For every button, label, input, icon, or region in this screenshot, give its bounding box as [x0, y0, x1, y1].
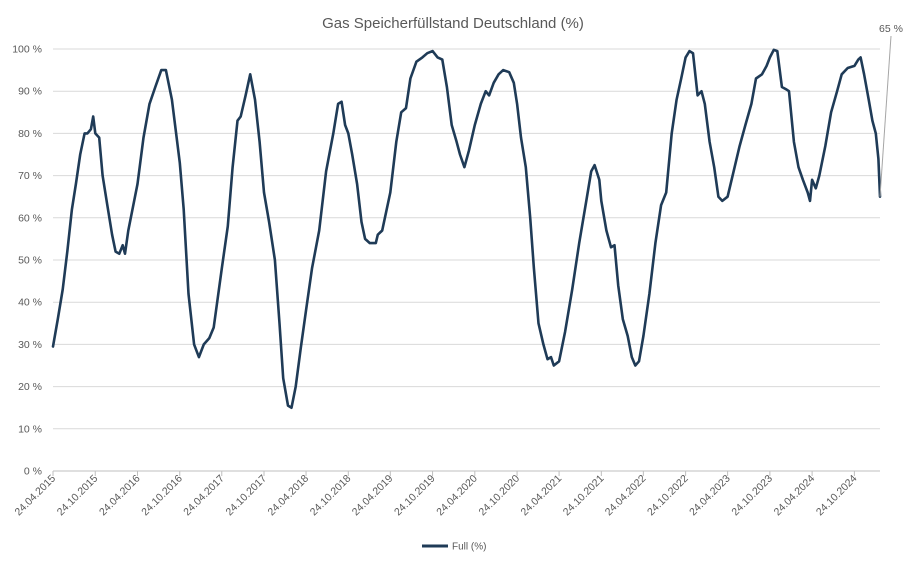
- y-tick-label: 30 %: [18, 339, 42, 351]
- x-tick-label: 24.10.2024: [814, 473, 860, 519]
- x-tick-label: 24.10.2018: [308, 473, 354, 519]
- x-tick-label: 24.10.2016: [139, 473, 185, 519]
- x-tick-label: 24.04.2022: [603, 473, 649, 519]
- legend[interactable]: Full (%): [422, 542, 486, 553]
- x-tick-label: 24.04.2019: [350, 473, 396, 519]
- y-tick-label: 80 %: [18, 128, 42, 140]
- x-tick-label: 24.04.2020: [434, 473, 480, 519]
- x-tick-label: 24.04.2015: [12, 473, 58, 519]
- x-tick-label: 24.04.2024: [772, 473, 818, 519]
- chart-title: Gas Speicherfüllstand Deutschland (%): [322, 15, 584, 32]
- x-tick-label: 24.04.2016: [97, 473, 143, 519]
- series-layer: [51, 48, 882, 409]
- x-tick-label: 24.04.2023: [687, 473, 733, 519]
- x-tick-label: 24.10.2023: [729, 473, 775, 519]
- series-line-full: [51, 48, 882, 409]
- y-tick-label: 10 %: [18, 423, 42, 435]
- annotation-label: 65 %: [879, 23, 903, 35]
- y-tick-label: 0 %: [24, 466, 42, 478]
- y-axis-tick-labels: 0 % 10 % 20 % 30 % 40 % 50 % 60 % 70 % 80 % 90 % 1…: [12, 44, 42, 478]
- annotation-leader-line: [879, 35, 892, 197]
- annotation-layer: 65 %: [879, 23, 903, 197]
- y-tick-label: 20 %: [18, 381, 42, 393]
- legend-label-full: Full (%): [452, 542, 486, 553]
- y-tick-label: 50 %: [18, 255, 42, 267]
- x-axis-tick-labels: 24.04.201524.10.201524.04.201624.10.2016…: [12, 473, 859, 519]
- x-tick-label: 24.10.2022: [645, 473, 691, 519]
- y-tick-label: 60 %: [18, 212, 42, 224]
- x-tick-label: 24.10.2020: [477, 473, 523, 519]
- x-tick-label: 24.04.2017: [181, 473, 227, 519]
- gridlines: [52, 48, 880, 476]
- x-tick-label: 24.10.2017: [223, 473, 269, 519]
- y-tick-label: 70 %: [18, 170, 42, 182]
- y-tick-label: 40 %: [18, 297, 42, 309]
- y-tick-label: 100 %: [12, 44, 42, 56]
- x-tick-label: 24.10.2021: [561, 473, 607, 519]
- x-tick-label: 24.10.2019: [392, 473, 438, 519]
- x-tick-label: 24.04.2021: [519, 473, 565, 519]
- x-tick-label: 24.04.2018: [266, 473, 312, 519]
- y-tick-label: 90 %: [18, 86, 42, 98]
- x-tick-label: 24.10.2015: [55, 473, 101, 519]
